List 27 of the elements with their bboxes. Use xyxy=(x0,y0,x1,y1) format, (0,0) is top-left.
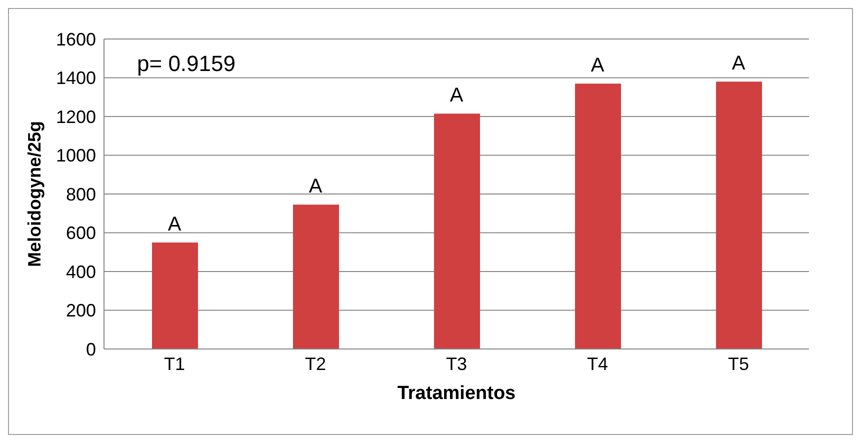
bar xyxy=(575,84,621,349)
y-tick-label: 400 xyxy=(66,262,96,282)
x-tick-label: T3 xyxy=(446,354,468,374)
y-tick-label: 800 xyxy=(66,184,96,204)
annotation: A xyxy=(590,54,605,77)
annotation: p= 0.9159 xyxy=(137,51,236,77)
y-axis-title: Meloidogyne/25g xyxy=(24,120,44,268)
annotation: A xyxy=(168,213,182,236)
bar xyxy=(152,242,198,349)
y-tick-label: 0 xyxy=(86,339,96,360)
x-tick-label: T1 xyxy=(164,354,186,374)
x-tick-label: T4 xyxy=(586,354,608,374)
bar xyxy=(293,204,339,349)
y-tick-label: 1600 xyxy=(56,29,96,50)
annotation: A xyxy=(308,176,323,198)
x-tick-label: T5 xyxy=(728,354,750,374)
bar xyxy=(434,114,480,349)
annotation: A xyxy=(732,52,746,75)
x-axis-title: Tratamientos xyxy=(397,383,516,404)
y-tick-label: 1400 xyxy=(56,68,96,88)
y-tick-label: 1200 xyxy=(56,106,96,127)
x-tick-label: T2 xyxy=(304,354,326,374)
bar xyxy=(716,82,762,349)
y-tick-label: 200 xyxy=(66,300,96,321)
y-tick-label: 1000 xyxy=(56,146,96,166)
y-tick-label: 600 xyxy=(66,223,96,244)
annotation: A xyxy=(450,84,464,107)
